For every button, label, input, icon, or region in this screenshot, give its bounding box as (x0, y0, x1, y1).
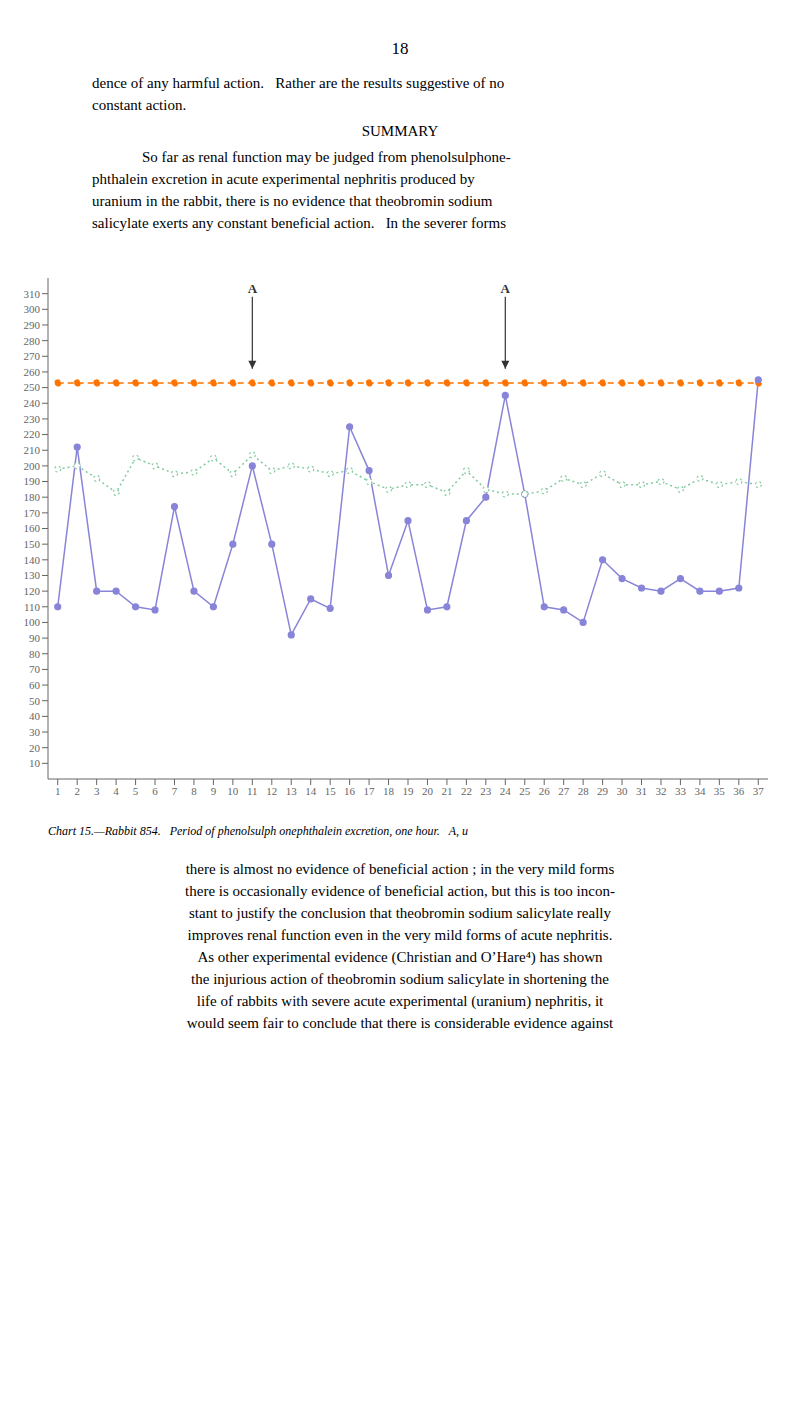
svg-text:13: 13 (286, 785, 298, 797)
svg-text:36: 36 (733, 785, 745, 797)
svg-text:17: 17 (364, 785, 376, 797)
svg-text:250: 250 (24, 381, 41, 393)
svg-text:280: 280 (24, 335, 41, 347)
svg-text:160: 160 (24, 522, 41, 534)
html-text:dence of any harmful action. R: dence of any harmful action. Rather are … (92, 75, 505, 91)
html-text:phthalein excretion in acute e: phthalein excretion in acute experimenta… (92, 171, 475, 187)
svg-text:110: 110 (24, 601, 41, 613)
html-text:So far as renal function may b: So far as renal function may be judged f… (142, 149, 511, 165)
svg-text:8: 8 (191, 785, 197, 797)
html-text:As other experimental evidence: As other experimental evidence (Christia… (197, 949, 603, 965)
html-text:life of rabbits with severe ac: life of rabbits with severe acute experi… (196, 993, 604, 1009)
html-text:would seem fair to conclude th: would seem fair to conclude that there i… (186, 1015, 614, 1031)
svg-text:14: 14 (305, 785, 317, 797)
svg-text:27: 27 (558, 785, 570, 797)
svg-text:310: 310 (24, 288, 41, 300)
svg-text:11: 11 (247, 785, 258, 797)
svg-text:290: 290 (24, 319, 41, 331)
svg-text:150: 150 (24, 538, 41, 550)
svg-text:30: 30 (617, 785, 629, 797)
html-text:18: 18 (391, 39, 409, 58)
svg-text:21: 21 (441, 785, 452, 797)
svg-text:31: 31 (636, 785, 647, 797)
svg-text:50: 50 (29, 695, 41, 707)
svg-text:270: 270 (24, 350, 41, 362)
svg-text:60: 60 (29, 679, 41, 691)
svg-text:18: 18 (383, 785, 395, 797)
html-text:uranium in the rabbit, there i: uranium in the rabbit, there is no evide… (92, 193, 493, 209)
svg-text:10: 10 (29, 757, 41, 769)
svg-text:1: 1 (55, 785, 61, 797)
html-text:constant action.: constant action. (92, 97, 187, 113)
html-text:the injurious action of theobr: the injurious action of theobromin sodiu… (191, 971, 609, 987)
svg-text:12: 12 (266, 785, 277, 797)
svg-text:24: 24 (500, 785, 512, 797)
html-text:SUMMARY: SUMMARY (361, 123, 439, 139)
svg-text:20: 20 (422, 785, 434, 797)
svg-text:9: 9 (211, 785, 217, 797)
svg-text:180: 180 (24, 491, 41, 503)
svg-text:29: 29 (597, 785, 609, 797)
svg-text:25: 25 (519, 785, 531, 797)
svg-text:20: 20 (29, 742, 41, 754)
svg-text:40: 40 (29, 710, 41, 722)
svg-text:32: 32 (655, 785, 666, 797)
svg-text:2: 2 (74, 785, 80, 797)
svg-text:140: 140 (24, 554, 41, 566)
svg-text:22: 22 (461, 785, 472, 797)
svg-text:210: 210 (24, 444, 41, 456)
svg-text:30: 30 (29, 726, 41, 738)
html-text:there is almost no evidence of: there is almost no evidence of beneficia… (185, 861, 615, 877)
svg-text:4: 4 (113, 785, 119, 797)
svg-text:90: 90 (29, 632, 41, 644)
svg-text:130: 130 (24, 569, 41, 581)
svg-text:A: A (248, 281, 258, 296)
svg-text:170: 170 (24, 507, 41, 519)
svg-text:35: 35 (714, 785, 726, 797)
svg-text:240: 240 (24, 397, 41, 409)
html-text:there is occasionally evidence: there is occasionally evidence of benefi… (185, 883, 615, 899)
svg-text:28: 28 (578, 785, 590, 797)
svg-text:260: 260 (24, 366, 41, 378)
svg-text:23: 23 (480, 785, 492, 797)
svg-text:80: 80 (29, 648, 41, 660)
svg-text:3: 3 (94, 785, 100, 797)
svg-text:230: 230 (24, 413, 41, 425)
svg-text:6: 6 (152, 785, 158, 797)
svg-text:33: 33 (675, 785, 687, 797)
html-text:Chart 15.—Rabbit 854. Period o: Chart 15.—Rabbit 854. Period of phenolsu… (48, 824, 468, 838)
svg-text:7: 7 (172, 785, 178, 797)
svg-text:100: 100 (24, 616, 41, 628)
svg-text:10: 10 (227, 785, 239, 797)
svg-text:220: 220 (24, 428, 41, 440)
svg-text:300: 300 (24, 303, 41, 315)
svg-text:70: 70 (29, 663, 41, 675)
svg-text:A: A (501, 281, 511, 296)
html-text:stant to justify the conclusio: stant to justify the conclusion that the… (189, 905, 611, 921)
svg-text:16: 16 (344, 785, 356, 797)
html-text:salicylate exerts any constant: salicylate exerts any constant beneficia… (92, 215, 506, 231)
html-text:improves renal function even i: improves renal function even in the very… (187, 927, 613, 943)
svg-text:26: 26 (539, 785, 551, 797)
svg-text:200: 200 (24, 460, 41, 472)
svg-text:190: 190 (24, 475, 41, 487)
svg-text:5: 5 (133, 785, 139, 797)
svg-text:15: 15 (325, 785, 337, 797)
svg-text:37: 37 (753, 785, 765, 797)
svg-text:34: 34 (694, 785, 706, 797)
svg-text:120: 120 (24, 585, 41, 597)
svg-text:19: 19 (403, 785, 415, 797)
